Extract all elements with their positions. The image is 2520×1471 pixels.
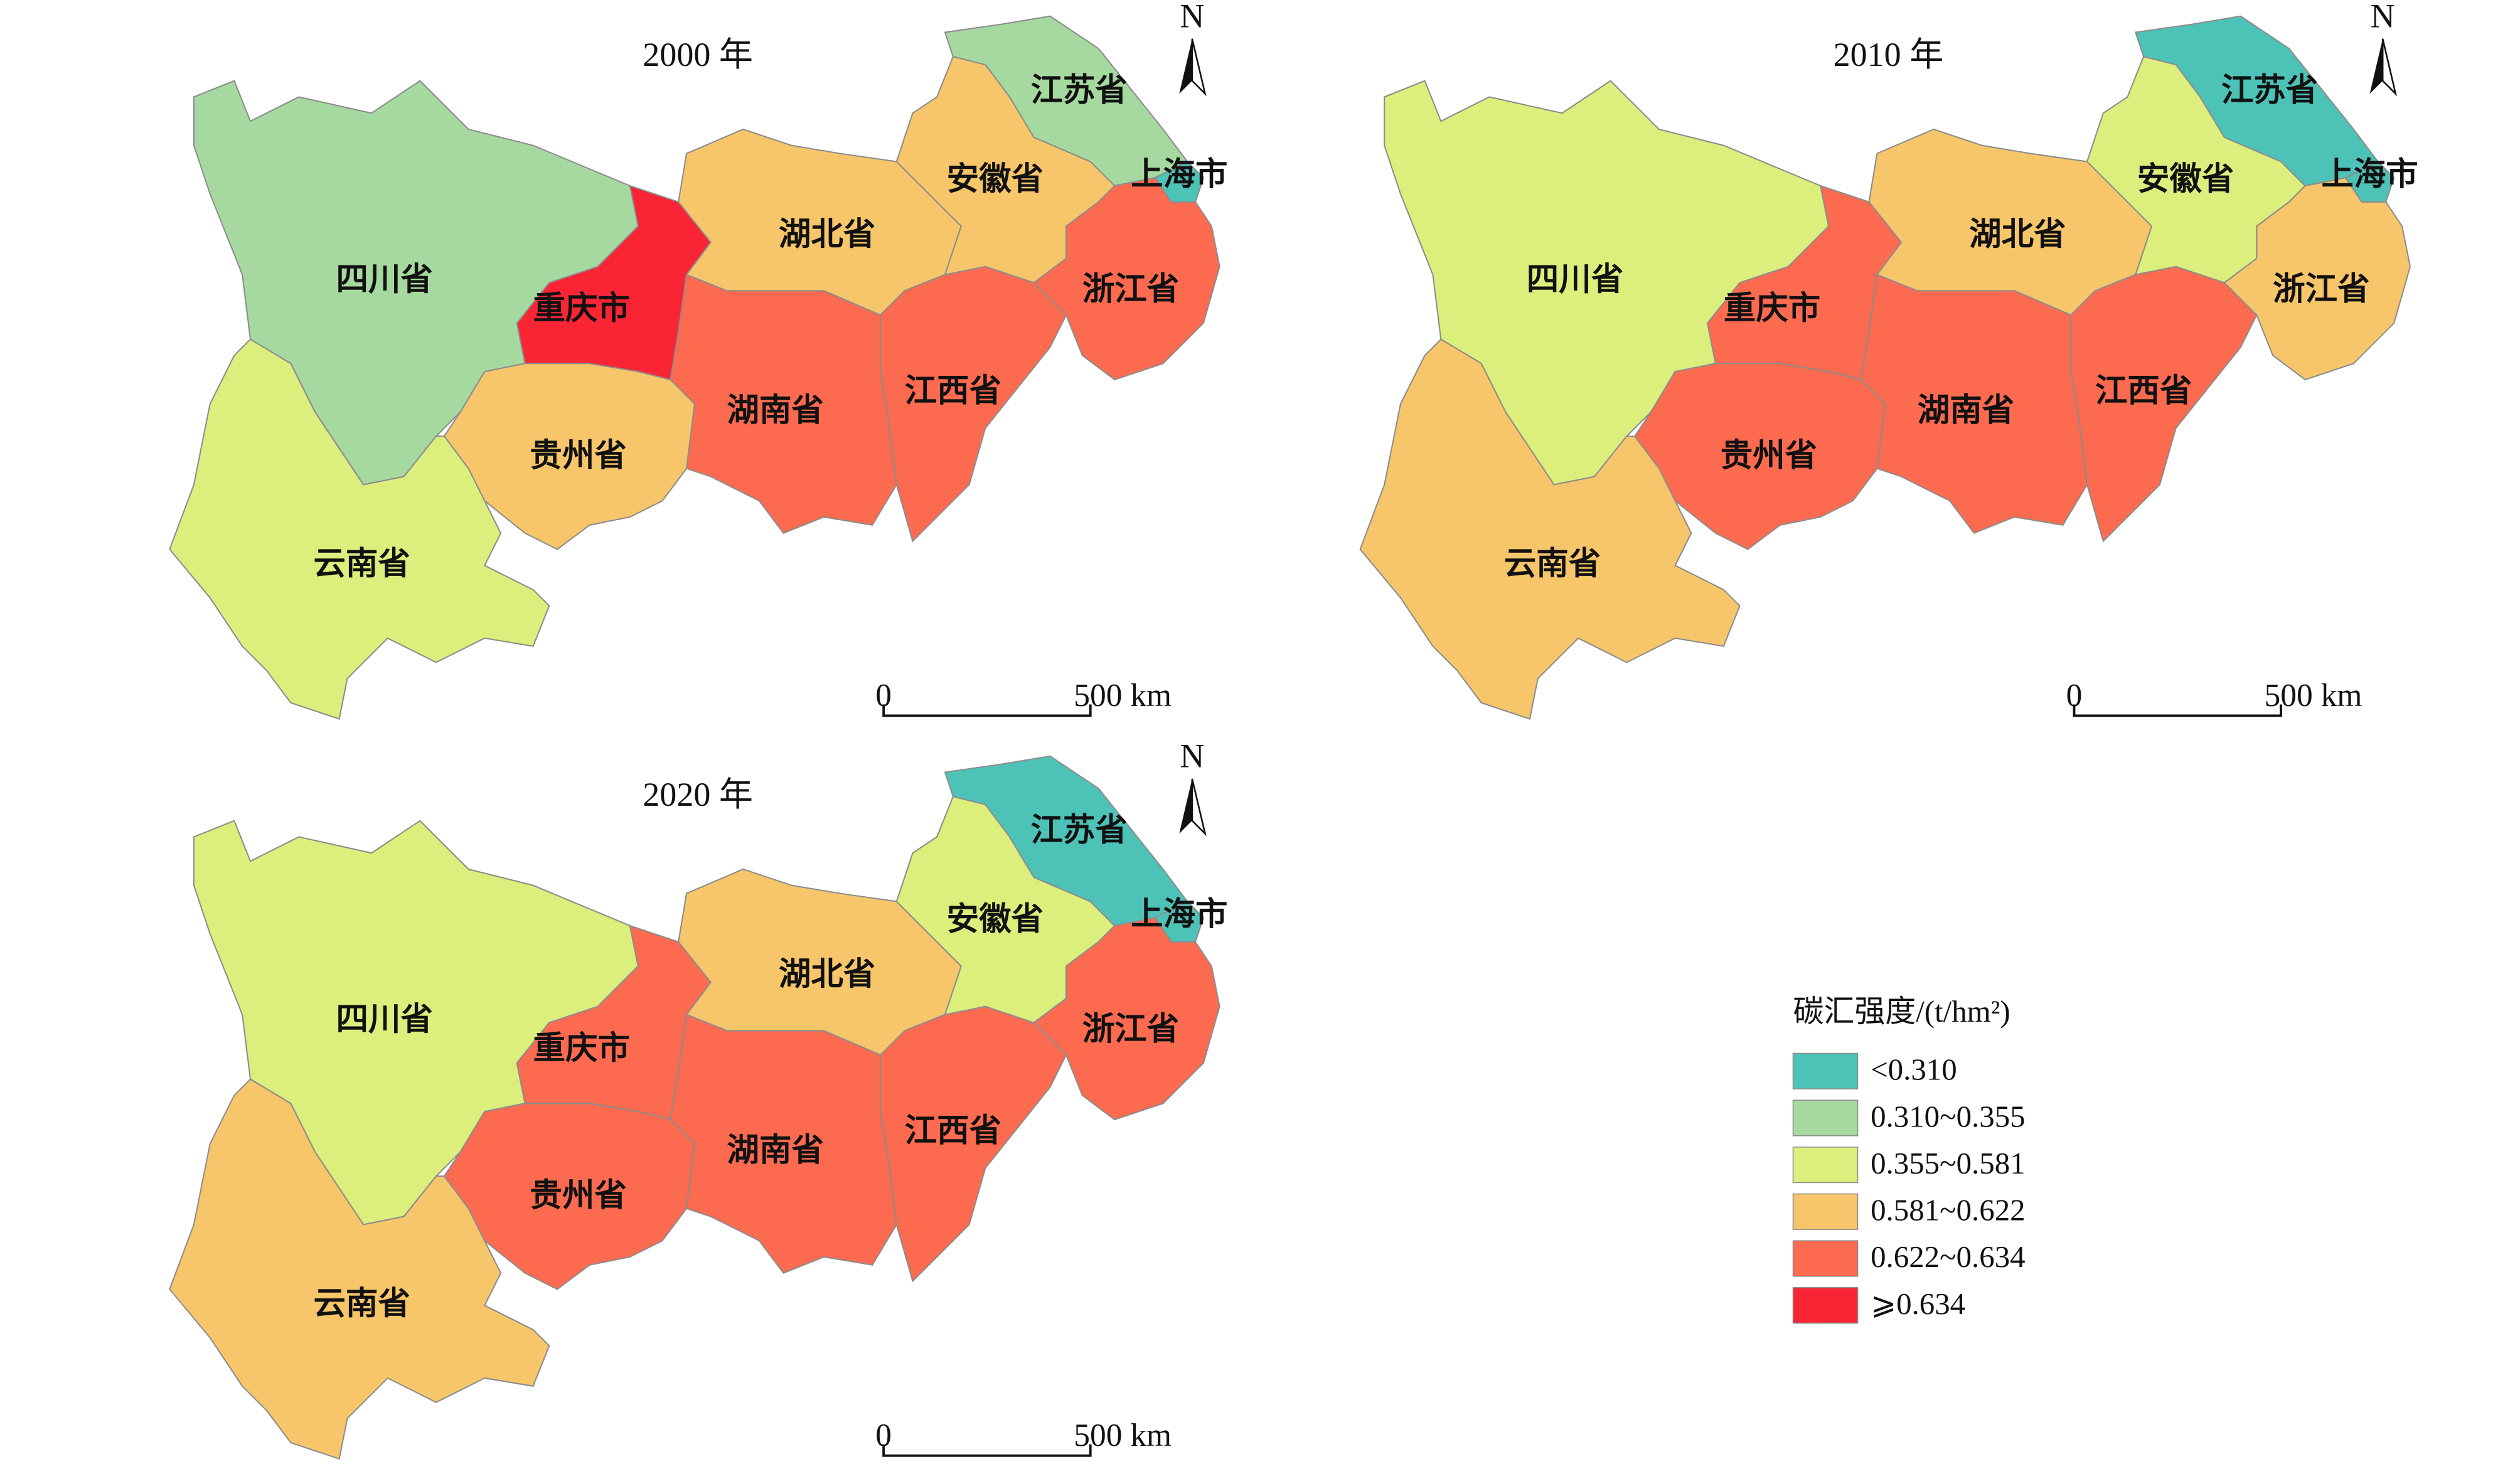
region-label: 重庆市 — [1724, 291, 1820, 327]
region-label: 江苏省 — [2221, 73, 2318, 109]
scale-label: 500 km — [1074, 678, 1172, 714]
legend-label: <0.310 — [1871, 1052, 1957, 1087]
region-label: 重庆市 — [533, 1031, 630, 1067]
legend-label: 0.355~0.581 — [1871, 1146, 2026, 1180]
region-label: 安徽省 — [947, 162, 1044, 198]
legend-swatch — [1792, 1147, 1859, 1184]
legend-swatch — [1792, 1099, 1859, 1137]
region-label: 云南省 — [1504, 546, 1601, 582]
region — [443, 363, 696, 550]
region-label: 安徽省 — [947, 902, 1044, 938]
region-label: 四川省 — [336, 1002, 432, 1037]
region-label: 四川省 — [336, 262, 432, 297]
region-label: 湖北省 — [1969, 217, 2066, 252]
region — [169, 1078, 550, 1460]
region-label: 湖北省 — [779, 217, 875, 252]
region — [670, 1014, 897, 1274]
north-label: N — [2371, 0, 2395, 35]
north-arrow — [1191, 778, 1207, 837]
scale-label: 0 — [875, 678, 892, 714]
north-arrow — [1179, 778, 1192, 834]
legend: 碳汇强度/(t/hm²) <0.310 0.310~0.355 0.355~0.581… — [1792, 994, 2026, 1324]
region — [169, 338, 550, 720]
region — [1359, 338, 1741, 720]
region-label: 浙江省 — [1082, 1012, 1179, 1047]
region-label: 湖南省 — [727, 1133, 823, 1169]
region-label: 重庆市 — [533, 291, 630, 327]
north-arrow — [2369, 38, 2383, 94]
north-arrow — [1179, 38, 1192, 94]
region-label: 湖北省 — [779, 956, 875, 992]
legend-label: 0.310~0.355 — [1871, 1099, 2026, 1133]
region-label: 贵州省 — [530, 438, 626, 474]
map-title: 2010 年 — [1834, 36, 1944, 73]
region-label: 四川省 — [1527, 262, 1623, 297]
legend-label: 0.622~0.634 — [1871, 1239, 2026, 1274]
legend-title: 碳汇强度/(t/hm²) — [1793, 994, 2010, 1029]
legend-label: ⩾0.634 — [1871, 1286, 1965, 1321]
region-label: 安徽省 — [2137, 162, 2234, 198]
scale-label: 500 km — [2265, 678, 2362, 714]
region-label: 云南省 — [313, 546, 410, 582]
region-label: 江西省 — [905, 1113, 1001, 1149]
region — [1033, 917, 1220, 1121]
scale-bar — [882, 1444, 1092, 1457]
north-label: N — [1180, 737, 1204, 774]
scale-label: 500 km — [1074, 1418, 1172, 1453]
legend-swatch — [1792, 1240, 1859, 1277]
region — [443, 1103, 696, 1290]
region-label: 上海市 — [1131, 157, 1227, 193]
north-arrow — [2381, 38, 2398, 97]
region — [1633, 363, 1886, 550]
scale-bar — [882, 704, 1092, 717]
region — [2223, 177, 2411, 381]
region-label: 江苏省 — [1030, 73, 1127, 109]
legend-swatch — [1792, 1052, 1859, 1089]
region — [1860, 274, 2088, 534]
region-label: 云南省 — [313, 1286, 410, 1322]
legend-label: 0.581~0.622 — [1871, 1193, 2026, 1228]
map-title: 2020 年 — [643, 776, 753, 813]
region-label: 湖南省 — [1918, 393, 2014, 429]
scale-bar — [2073, 704, 2282, 717]
north-label: N — [1180, 0, 1204, 35]
legend-swatch — [1792, 1287, 1859, 1324]
region-label: 湖南省 — [727, 393, 823, 429]
region — [1033, 177, 1220, 381]
legend-swatch — [1792, 1193, 1859, 1230]
north-arrow — [1191, 38, 1207, 97]
region — [670, 274, 897, 534]
region-label: 贵州省 — [1721, 438, 1817, 474]
scale-label: 0 — [2066, 678, 2083, 714]
map-title: 2000 年 — [643, 36, 753, 73]
region-label: 浙江省 — [1082, 272, 1179, 308]
region-label: 上海市 — [2321, 157, 2418, 193]
region-label: 上海市 — [1131, 897, 1227, 933]
region-label: 浙江省 — [2273, 272, 2369, 308]
region-label: 贵州省 — [530, 1178, 626, 1214]
region-label: 江西省 — [905, 373, 1001, 409]
scale-label: 0 — [875, 1418, 892, 1453]
region-label: 江西省 — [2095, 373, 2192, 409]
region-label: 江苏省 — [1030, 813, 1127, 848]
